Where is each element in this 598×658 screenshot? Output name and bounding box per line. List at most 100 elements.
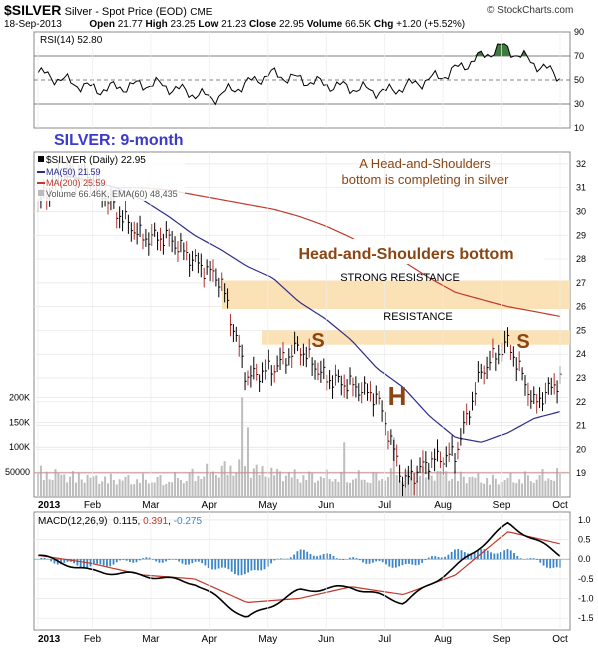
volume-bar xyxy=(165,483,168,497)
macd-histogram-bar xyxy=(306,551,309,560)
x-tick-macd-2: Mar xyxy=(142,634,160,645)
macd-histogram-bar xyxy=(99,559,102,565)
volume-bar xyxy=(174,472,177,497)
macd-histogram-bar xyxy=(145,557,148,560)
macd-histogram-bar xyxy=(417,559,420,565)
rsi-label-bg xyxy=(35,33,121,46)
macd-tick-2: 0.0 xyxy=(578,554,591,564)
macd-histogram-bar xyxy=(424,559,427,561)
volume-bar xyxy=(188,472,191,497)
volume-bar xyxy=(354,478,357,497)
macd-histogram-bar xyxy=(431,556,433,560)
x-tick-price-0: 2013 xyxy=(38,500,61,511)
price-tick-4: 28 xyxy=(576,254,586,264)
x-tick-price-9: Oct xyxy=(552,500,568,511)
macd-histogram-bar xyxy=(155,559,158,562)
volume-bar xyxy=(162,485,165,497)
resistance-label: RESISTANCE xyxy=(383,311,452,323)
volume-bar xyxy=(544,480,547,497)
legend-volume: Volume 66.46K, EMA(60) 48,435 xyxy=(46,189,178,199)
volume-bar xyxy=(118,479,121,497)
macd-histogram-bar xyxy=(319,555,322,560)
volume-bar xyxy=(51,479,54,497)
macd-histogram-bar xyxy=(536,559,538,560)
volume-bar xyxy=(322,478,325,497)
volume-bar xyxy=(410,476,413,497)
volume-bar xyxy=(314,482,317,497)
x-tick-price-2: Mar xyxy=(142,500,160,511)
volume-bar xyxy=(109,473,112,497)
volume-bar xyxy=(436,470,439,497)
volume-bar xyxy=(363,479,366,497)
macd-histogram-bar xyxy=(257,559,259,571)
macd-histogram-bar xyxy=(394,559,397,568)
macd-histogram-bar xyxy=(358,559,361,561)
annotation-note-1: A Head-and-Shoulders xyxy=(359,156,491,171)
volume-bar xyxy=(176,477,179,497)
macd-histogram-bar xyxy=(388,559,391,567)
x-tick-macd-8: Sep xyxy=(493,634,511,645)
volume-bar xyxy=(360,479,363,497)
macd-histogram-bar xyxy=(106,559,108,567)
macd-histogram-bar xyxy=(496,553,499,560)
macd-histogram-bar xyxy=(450,551,453,560)
price-tick-0: 32 xyxy=(576,159,586,169)
volume-bar xyxy=(456,481,459,497)
macd-histogram-bar xyxy=(427,557,430,560)
macd-histogram-bar xyxy=(152,559,154,560)
volume-tick-2: 100K xyxy=(9,442,30,452)
macd-histogram-bar xyxy=(171,559,174,560)
volume-bar xyxy=(398,480,401,497)
price-tick-8: 24 xyxy=(576,349,586,359)
price-tick-5: 27 xyxy=(576,278,586,288)
strong-resistance-label: STRONG RESISTANCE xyxy=(340,272,460,284)
volume-bar xyxy=(491,474,494,497)
volume-bar xyxy=(144,479,147,497)
volume-bar xyxy=(77,472,80,497)
macd-histogram-bar xyxy=(96,559,98,564)
right-shoulder-label: S xyxy=(516,331,529,353)
volume-bar xyxy=(334,478,337,497)
volume-bar xyxy=(206,463,209,497)
volume-bar xyxy=(451,478,454,497)
volume-bar xyxy=(101,481,104,497)
volume-bar xyxy=(60,474,63,497)
rsi-tick-3: 30 xyxy=(574,99,584,109)
macd-histogram-bar xyxy=(493,553,496,560)
volume-bar xyxy=(136,479,139,497)
volume-bar xyxy=(372,471,375,497)
volume-bar xyxy=(421,466,424,497)
macd-histogram-bar xyxy=(414,559,417,566)
volume-bar xyxy=(232,475,235,497)
macd-histogram-bar xyxy=(263,559,266,570)
volume-bar xyxy=(494,478,497,497)
price-tick-10: 22 xyxy=(576,397,586,407)
macd-histogram-bar xyxy=(46,559,49,560)
volume-bar xyxy=(171,482,174,497)
macd-histogram-bar xyxy=(240,559,243,576)
macd-histogram-bar xyxy=(76,559,79,566)
volume-bar xyxy=(54,469,57,497)
volume-bar xyxy=(255,464,258,497)
volume-bar xyxy=(343,442,346,497)
open-label: Open xyxy=(89,19,115,30)
volume-bar xyxy=(302,475,305,497)
volume-bar xyxy=(226,474,229,497)
price-tick-13: 19 xyxy=(576,468,586,478)
volume-bar xyxy=(281,481,284,497)
volume-bar xyxy=(430,475,433,497)
volume-bar xyxy=(465,483,468,497)
volume-bar xyxy=(127,475,130,497)
volume-bar xyxy=(276,468,279,497)
left-shoulder-label: S xyxy=(311,330,324,352)
macd-histogram-bar xyxy=(283,558,286,560)
volume-bar xyxy=(112,479,115,497)
macd-histogram-bar xyxy=(253,559,256,571)
macd-histogram-bar xyxy=(339,559,341,560)
macd-histogram-bar xyxy=(342,559,345,560)
macd-histogram-bar xyxy=(522,559,525,560)
macd-signal-value: 0.391 xyxy=(143,516,168,527)
macd-histogram-bar xyxy=(477,550,479,560)
exchange: CME xyxy=(190,7,213,18)
volume-bar xyxy=(246,427,249,497)
